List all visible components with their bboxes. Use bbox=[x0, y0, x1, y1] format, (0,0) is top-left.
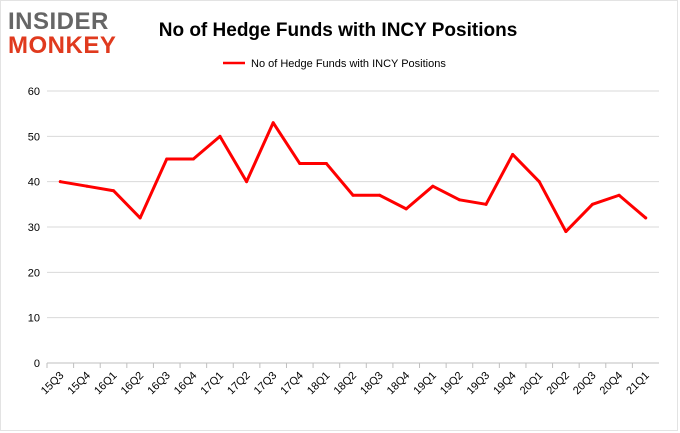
x-tick-label: 18Q4 bbox=[385, 370, 413, 398]
x-tick-label: 19Q2 bbox=[438, 370, 466, 398]
data-point bbox=[112, 189, 116, 193]
data-point bbox=[298, 162, 302, 166]
x-tick-label: 21Q1 bbox=[624, 370, 652, 398]
data-point bbox=[191, 157, 195, 161]
data-point bbox=[431, 184, 435, 188]
data-point bbox=[165, 157, 169, 161]
legend: No of Hedge Funds with INCY Positions bbox=[223, 58, 446, 70]
x-tick-label: 17Q3 bbox=[252, 370, 280, 398]
x-tick-label: 18Q2 bbox=[332, 370, 360, 398]
y-tick-label: 40 bbox=[28, 177, 40, 189]
insider-monkey-logo: INSIDER MONKEY bbox=[8, 8, 128, 59]
gridlines bbox=[47, 90, 659, 319]
data-point bbox=[138, 216, 142, 220]
x-axis-ticks: 15Q3 15Q4 16Q1 16Q2 16Q3 16Q4 17Q1 17Q2 17Q3 17Q4… bbox=[39, 363, 652, 397]
data-point bbox=[351, 193, 355, 197]
x-tick-label: 16Q1 bbox=[92, 370, 120, 398]
y-tick-label: 20 bbox=[28, 267, 40, 279]
x-tick-label: 19Q4 bbox=[491, 370, 519, 398]
data-point bbox=[617, 193, 621, 197]
logo-text-insider: INSIDER bbox=[8, 8, 109, 35]
chart-title: No of Hedge Funds with INCY Positions bbox=[159, 20, 518, 41]
y-tick-label: 30 bbox=[28, 222, 40, 234]
series-layer bbox=[58, 121, 648, 234]
x-tick-label: 19Q3 bbox=[465, 370, 493, 398]
x-tick-label: 19Q1 bbox=[411, 370, 439, 398]
data-point bbox=[644, 216, 648, 220]
y-tick-label: 60 bbox=[28, 86, 40, 98]
data-point bbox=[537, 180, 541, 184]
data-point bbox=[457, 198, 461, 202]
data-point bbox=[378, 193, 382, 197]
data-point bbox=[324, 162, 328, 166]
x-tick-label: 16Q4 bbox=[172, 370, 200, 398]
data-point bbox=[484, 202, 488, 206]
y-tick-label: 0 bbox=[34, 358, 40, 370]
x-tick-label: 20Q3 bbox=[571, 370, 599, 398]
y-tick-label: 10 bbox=[28, 313, 40, 325]
y-tick-label: 50 bbox=[28, 131, 40, 143]
x-tick-label: 15Q3 bbox=[39, 370, 67, 398]
x-tick-label: 20Q2 bbox=[544, 370, 572, 398]
x-tick-label: 17Q1 bbox=[199, 370, 227, 398]
logo-text-monkey: MONKEY bbox=[8, 32, 117, 59]
data-point bbox=[590, 202, 594, 206]
data-point bbox=[218, 134, 222, 138]
x-tick-label: 17Q2 bbox=[225, 370, 253, 398]
x-tick-label: 20Q1 bbox=[518, 370, 546, 398]
data-point bbox=[245, 180, 249, 184]
x-tick-label: 17Q4 bbox=[278, 370, 306, 398]
x-tick-label: 18Q1 bbox=[305, 370, 333, 398]
x-tick-label: 18Q3 bbox=[358, 370, 386, 398]
x-tick-label: 16Q3 bbox=[145, 370, 173, 398]
legend-label: No of Hedge Funds with INCY Positions bbox=[251, 58, 446, 70]
data-point bbox=[58, 180, 62, 184]
x-tick-label: 15Q4 bbox=[66, 370, 94, 398]
data-point bbox=[271, 121, 275, 125]
series-line-0 bbox=[58, 121, 648, 234]
data-point bbox=[85, 184, 89, 188]
y-axis-ticks: 0 10 20 30 40 50 60 bbox=[28, 86, 40, 370]
x-tick-label: 16Q2 bbox=[119, 370, 147, 398]
data-point bbox=[511, 152, 515, 156]
data-point bbox=[404, 207, 408, 211]
data-point bbox=[564, 230, 568, 234]
x-tick-label: 20Q4 bbox=[598, 370, 626, 398]
